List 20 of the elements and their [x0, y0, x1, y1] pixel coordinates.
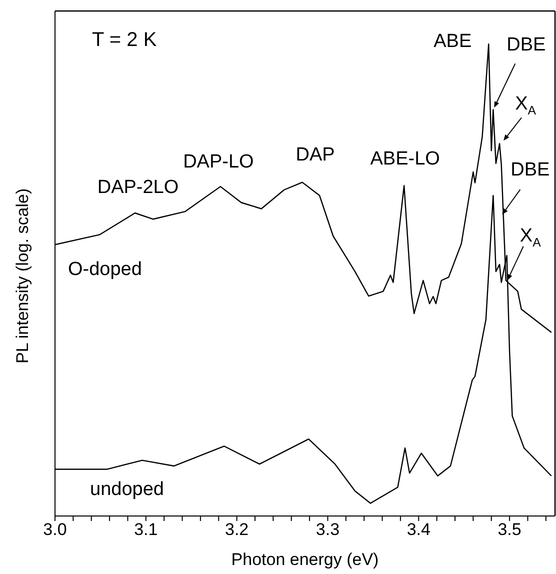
x-tick-label: 3.5 — [498, 520, 522, 540]
x-tick-label: 3.1 — [134, 520, 158, 540]
annotation: ABE — [434, 31, 472, 52]
x-tick-label: 3.2 — [225, 520, 249, 540]
annotation: DBE — [510, 160, 550, 181]
annotation: DAP-2LO — [97, 177, 179, 198]
series-label: O-doped — [68, 259, 142, 280]
x-tick-label: 3.0 — [43, 520, 67, 540]
annotation: DAP-LO — [183, 152, 254, 173]
annotation: X$_{A}$ — [520, 225, 542, 250]
y-axis-title: PL intensity (log. scale) — [13, 188, 32, 364]
annotation: T = 2 K — [92, 29, 158, 52]
x-tick-label: 3.3 — [316, 520, 340, 540]
annotation: DAP — [296, 144, 335, 166]
x-tick-label: 3.4 — [406, 520, 430, 540]
annotation: X$_{A}$ — [515, 94, 537, 118]
annotation: DBE — [506, 34, 546, 56]
x-axis-title: Photon energy (eV) — [231, 550, 379, 569]
annotation: ABE-LO — [370, 148, 440, 170]
series-label: undoped — [90, 479, 164, 500]
